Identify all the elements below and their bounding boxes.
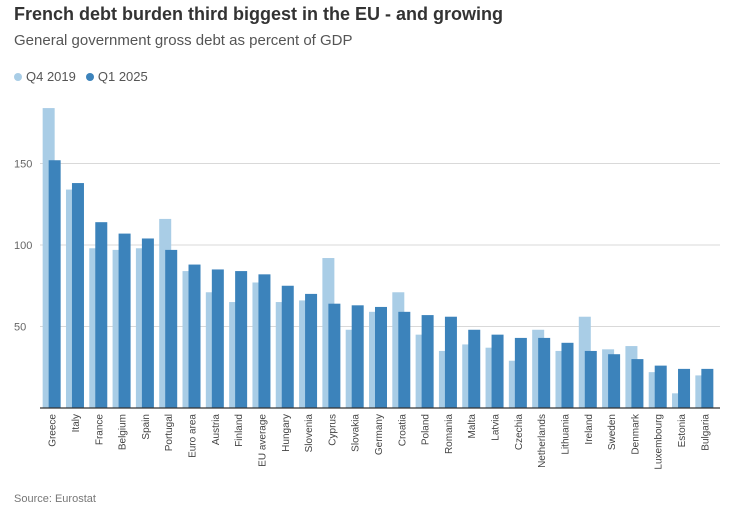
x-tick-label-sweden: Sweden	[607, 414, 618, 450]
bar-q1-2025-romania	[444, 316, 457, 408]
legend-label-q4-2019: Q4 2019	[26, 69, 76, 84]
bar-q1-2025-germany	[375, 306, 387, 408]
x-tick-label-finland: Finland	[234, 414, 245, 447]
legend-item-q1-2025: Q1 2025	[85, 69, 148, 84]
x-tick-label-spain: Spain	[141, 414, 152, 440]
x-tick-label-slovakia: Slovakia	[351, 414, 362, 452]
bar-q1-2025-sweden	[608, 354, 621, 408]
x-tick-label-netherlands: Netherlands	[537, 414, 548, 468]
bar-q1-2025-poland	[421, 315, 434, 408]
bar-q1-2025-denmark	[631, 359, 644, 408]
bar-q1-2025-hungary	[281, 285, 294, 408]
bar-q1-2025-eu-average	[258, 274, 271, 408]
x-tick-label-eu-average: EU average	[257, 414, 268, 467]
bar-q1-2025-cyprus	[328, 303, 341, 408]
x-tick-label-italy: Italy	[71, 414, 82, 432]
bar-q1-2025-italy	[71, 183, 84, 408]
x-tick-label-romania: Romania	[444, 414, 455, 454]
x-tick-label-belgium: Belgium	[118, 414, 129, 450]
x-tick-label-france: France	[94, 414, 105, 446]
x-tick-label-hungary: Hungary	[281, 414, 292, 452]
bar-q1-2025-finland	[235, 271, 248, 408]
source-note: Source: Eurostat	[14, 493, 96, 505]
bar-q1-2025-belgium	[118, 233, 131, 408]
legend-item-q4-2019: Q4 2019	[14, 69, 76, 84]
legend-swatch-q1-2025	[85, 72, 94, 81]
y-tick-label-100: 100	[14, 240, 32, 252]
x-tick-label-germany: Germany	[374, 414, 385, 455]
x-tick-label-estonia: Estonia	[677, 414, 688, 448]
bar-q1-2025-bulgaria	[701, 368, 714, 408]
bar-q1-2025-portugal	[165, 249, 178, 408]
x-tick-label-slovenia: Slovenia	[304, 414, 315, 453]
y-tick-label-50: 50	[14, 322, 26, 334]
y-tick-label-150: 150	[14, 159, 32, 171]
legend: Q4 2019 Q1 2025	[14, 69, 148, 84]
bar-q1-2025-lithuania	[561, 342, 574, 408]
x-tick-label-euro-area: Euro area	[188, 414, 199, 458]
bar-q1-2025-ireland	[584, 350, 597, 408]
chart-subtitle: General government gross debt as percent…	[14, 32, 353, 49]
bar-q1-2025-slovenia	[305, 293, 318, 408]
x-tick-label-denmark: Denmark	[630, 413, 641, 455]
chart-title: French debt burden third biggest in the …	[14, 4, 503, 24]
x-tick-label-latvia: Latvia	[491, 414, 502, 441]
x-tick-label-portugal: Portugal	[164, 414, 175, 451]
x-tick-label-luxembourg: Luxembourg	[654, 414, 665, 470]
bar-q1-2025-croatia	[398, 311, 411, 408]
bar-q1-2025-latvia	[491, 334, 504, 408]
x-tick-label-cyprus: Cyprus	[327, 414, 338, 446]
x-tick-label-czechia: Czechia	[514, 414, 525, 451]
bar-q1-2025-slovakia	[351, 305, 364, 408]
bar-q1-2025-estonia	[678, 368, 691, 408]
x-tick-label-ireland: Ireland	[584, 414, 595, 445]
legend-swatch-q4-2019	[14, 72, 22, 81]
x-tick-label-malta: Malta	[467, 414, 478, 439]
bar-q1-2025-france	[95, 222, 108, 408]
bar-q1-2025-spain	[141, 238, 154, 408]
x-tick-label-lithuania: Lithuania	[560, 414, 571, 455]
bar-q1-2025-luxembourg	[654, 365, 667, 408]
x-tick-label-greece: Greece	[48, 414, 59, 447]
x-tick-label-croatia: Croatia	[397, 414, 408, 447]
bar-q1-2025-czechia	[514, 337, 527, 408]
x-tick-label-poland: Poland	[421, 414, 432, 445]
bar-q1-2025-malta	[468, 329, 481, 408]
bar-q1-2025-greece	[48, 160, 61, 408]
x-tick-label-bulgaria: Bulgaria	[700, 414, 711, 451]
legend-label-q1-2025: Q1 2025	[97, 69, 148, 84]
bar-q1-2025-netherlands	[538, 337, 551, 408]
bar-q1-2025-euro-area	[188, 264, 201, 408]
bar-q1-2025-austria	[211, 269, 224, 408]
x-tick-label-austria: Austria	[211, 414, 222, 446]
